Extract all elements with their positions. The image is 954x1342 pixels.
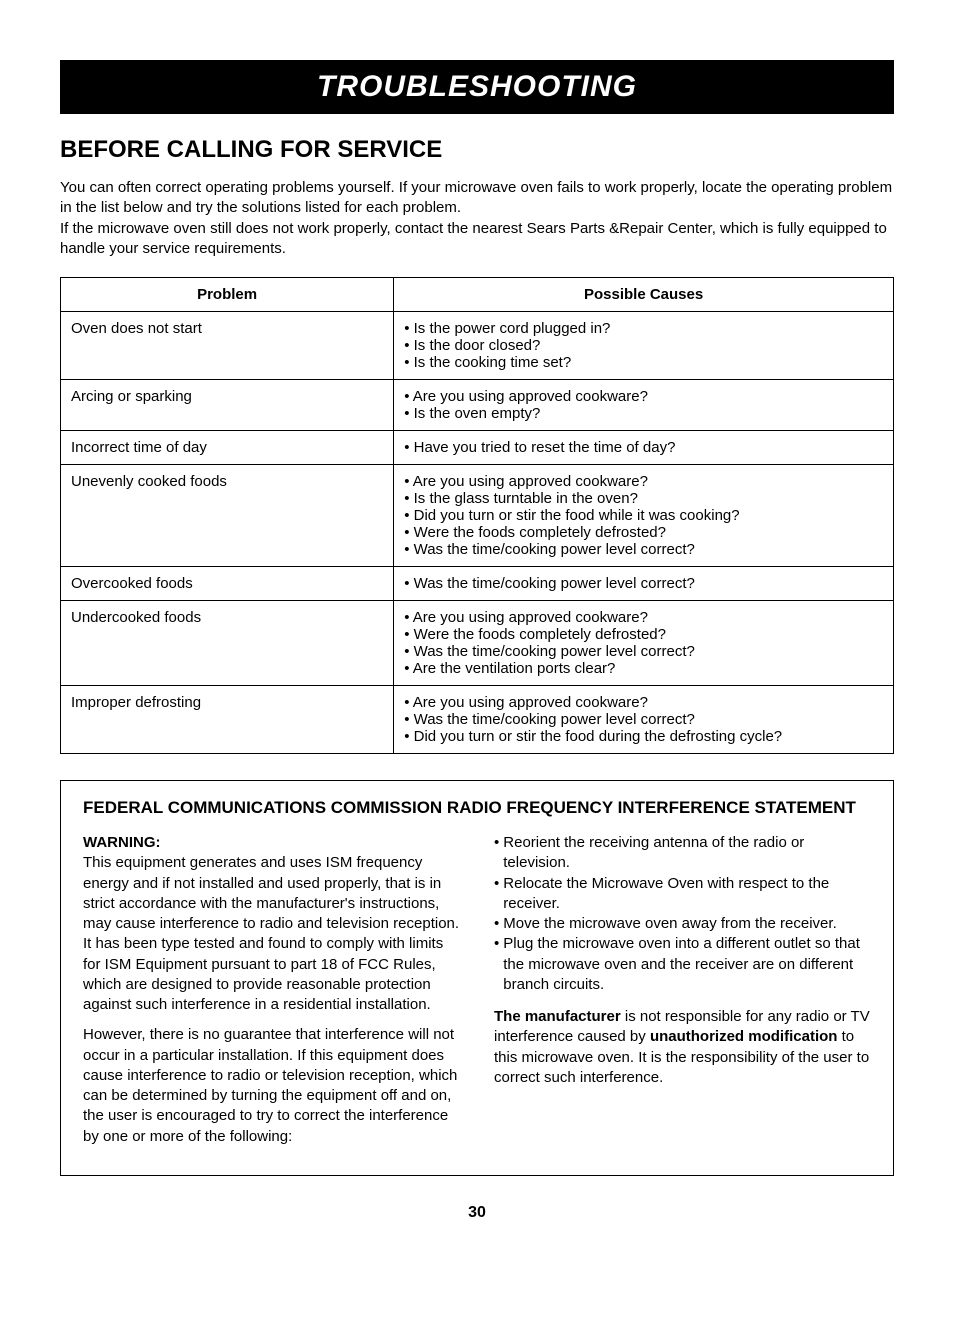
cause-line: • Are you using approved cookware? xyxy=(404,473,883,490)
problem-cell: Undercooked foods xyxy=(61,601,394,686)
cause-line: • Is the power cord plugged in? xyxy=(404,320,883,337)
cause-line: • Did you turn or stir the food while it… xyxy=(404,507,883,524)
causes-cell: • Have you tried to reset the time of da… xyxy=(394,431,894,465)
page: TROUBLESHOOTING BEFORE CALLING FOR SERVI… xyxy=(0,0,954,1262)
table-row: Unevenly cooked foods• Are you using app… xyxy=(61,465,894,567)
table-row: Improper defrosting• Are you using appro… xyxy=(61,686,894,754)
table-row: Undercooked foods• Are you using approve… xyxy=(61,601,894,686)
problem-cell: Oven does not start xyxy=(61,312,394,380)
problem-cell: Arcing or sparking xyxy=(61,380,394,431)
cause-line: • Is the door closed? xyxy=(404,337,883,354)
cause-line: • Is the glass turntable in the oven? xyxy=(404,490,883,507)
cause-line: • Was the time/cooking power level corre… xyxy=(404,711,883,728)
table-row: Arcing or sparking• Are you using approv… xyxy=(61,380,894,431)
fcc-title: FEDERAL COMMUNICATIONS COMMISSION RADIO … xyxy=(83,797,871,819)
fcc-left-para1: This equipment generates and uses ISM fr… xyxy=(83,854,459,1013)
cause-line: • Are the ventilation ports clear? xyxy=(404,660,883,677)
fcc-bullet: •Reorient the receiving antenna of the r… xyxy=(494,833,871,874)
problem-cell: Incorrect time of day xyxy=(61,431,394,465)
column-header-problem: Problem xyxy=(61,278,394,312)
fcc-warning-paragraph: WARNING: This equipment generates and us… xyxy=(83,833,460,1015)
troubleshooting-table: Problem Possible Causes Oven does not st… xyxy=(60,277,894,754)
causes-cell: • Are you using approved cookware?• Were… xyxy=(394,601,894,686)
fcc-right-column: •Reorient the receiving antenna of the r… xyxy=(494,833,871,1157)
fcc-statement-box: FEDERAL COMMUNICATIONS COMMISSION RADIO … xyxy=(60,780,894,1176)
cause-line: • Were the foods completely defrosted? xyxy=(404,626,883,643)
fcc-disclaimer-bold2: unauthorized modification xyxy=(650,1028,838,1045)
fcc-bullet-text: Reorient the receiving antenna of the ra… xyxy=(503,833,871,874)
table-body: Oven does not start• Is the power cord p… xyxy=(61,312,894,754)
fcc-bullet: •Plug the microwave oven into a differen… xyxy=(494,934,871,995)
column-header-causes: Possible Causes xyxy=(394,278,894,312)
causes-cell: • Was the time/cooking power level corre… xyxy=(394,567,894,601)
causes-cell: • Are you using approved cookware?• Was … xyxy=(394,686,894,754)
problem-cell: Improper defrosting xyxy=(61,686,394,754)
table-row: Overcooked foods • Was the time/cooking p… xyxy=(61,567,894,601)
fcc-bullet: •Move the microwave oven away from the r… xyxy=(494,914,871,934)
table-row: Incorrect time of day • Have you tried to… xyxy=(61,431,894,465)
fcc-left-column: WARNING: This equipment generates and us… xyxy=(83,833,460,1157)
fcc-disclaimer: The manufacturer is not responsible for … xyxy=(494,1007,871,1088)
causes-cell: • Are you using approved cookware?• Is t… xyxy=(394,380,894,431)
fcc-bullet: •Relocate the Microwave Oven with respec… xyxy=(494,874,871,915)
cause-line: • Were the foods completely defrosted? xyxy=(404,524,883,541)
fcc-bullet-text: Relocate the Microwave Oven with respect… xyxy=(503,874,871,915)
intro-text: You can often correct operating problems… xyxy=(60,178,894,259)
causes-cell: • Are you using approved cookware?• Is t… xyxy=(394,465,894,567)
table-header-row: Problem Possible Causes xyxy=(61,278,894,312)
cause-line: • Was the time/cooking power level corre… xyxy=(404,541,883,558)
cause-line: • Did you turn or stir the food during t… xyxy=(404,728,883,745)
banner-title: TROUBLESHOOTING xyxy=(60,60,894,114)
warning-label: WARNING: xyxy=(83,834,161,851)
cause-line: • Are you using approved cookware? xyxy=(404,694,883,711)
fcc-columns: WARNING: This equipment generates and us… xyxy=(83,833,871,1157)
bullet-dot-icon: • xyxy=(494,874,503,915)
cause-line: • Are you using approved cookware? xyxy=(404,609,883,626)
cause-line: • Have you tried to reset the time of da… xyxy=(404,439,883,456)
cause-line: • Was the time/cooking power level corre… xyxy=(404,643,883,660)
fcc-disclaimer-bold1: The manufacturer xyxy=(494,1008,621,1025)
section-heading: BEFORE CALLING FOR SERVICE xyxy=(60,136,894,164)
table-row: Oven does not start• Is the power cord p… xyxy=(61,312,894,380)
page-number: 30 xyxy=(60,1204,894,1222)
cause-line: • Is the cooking time set? xyxy=(404,354,883,371)
problem-cell: Overcooked foods xyxy=(61,567,394,601)
cause-line: • Is the oven empty? xyxy=(404,405,883,422)
cause-line: • Was the time/cooking power level corre… xyxy=(404,575,883,592)
fcc-left-para2: However, there is no guarantee that inte… xyxy=(83,1025,460,1147)
fcc-bullet-text: Move the microwave oven away from the re… xyxy=(503,914,836,934)
fcc-bullet-text: Plug the microwave oven into a different… xyxy=(503,934,871,995)
bullet-dot-icon: • xyxy=(494,914,503,934)
bullet-dot-icon: • xyxy=(494,833,503,874)
bullet-dot-icon: • xyxy=(494,934,503,995)
cause-line: • Are you using approved cookware? xyxy=(404,388,883,405)
causes-cell: • Is the power cord plugged in?• Is the … xyxy=(394,312,894,380)
fcc-bullets: •Reorient the receiving antenna of the r… xyxy=(494,833,871,995)
problem-cell: Unevenly cooked foods xyxy=(61,465,394,567)
